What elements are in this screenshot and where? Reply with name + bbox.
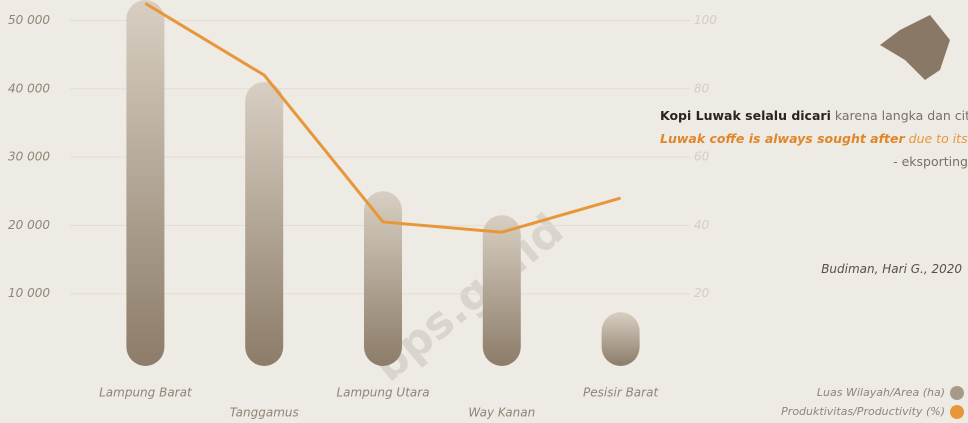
x-tick-label: Lampung Utara [336,386,429,400]
quote: Kopi Luwak selalu dicari karena langka d… [660,104,968,173]
quote-en-bold: Luwak coffe is always sought after [660,131,905,146]
y-tick-label: 50 000 [8,13,50,27]
x-tick-label: Pesisir Barat [583,386,659,400]
bar [364,191,402,366]
quote-text: karena langka dan citra kemewahannya [834,108,968,123]
bar [245,81,284,366]
x-tick-label: Tanggamus [230,406,299,420]
bar [126,0,165,366]
map-icon [880,15,950,80]
y-tick-label: 20 000 [8,218,50,232]
y2-tick-label: 100 [694,13,717,27]
legend-swatch [950,386,964,400]
y2-tick-label: 80 [694,81,710,95]
legend-label: Produktivitas/Productivity (%) [781,405,945,418]
y2-tick-label: 20 [694,286,710,300]
quote-en-text: due to its rarity and luxury [908,131,968,146]
bar [601,312,640,366]
y-tick-label: 10 000 [8,286,50,300]
citation: Budiman, Hari G., 2020 [821,262,962,276]
y2-tick-label: 60 [694,150,710,164]
legend-label: Luas Wilayah/Area (ha) [817,386,945,399]
bar [482,215,521,366]
y2-tick-label: 40 [694,218,710,232]
x-tick-label: Way Kanan [468,406,535,420]
line [144,2,622,234]
quote-source: - eksporting [893,154,968,169]
y-tick-label: 40 000 [8,81,50,95]
legend-swatch [950,405,964,419]
quote-bold: Kopi Luwak selalu dicari [660,108,831,123]
x-tick-label: Lampung Barat [99,386,193,400]
y-tick-label: 30 000 [8,150,50,164]
